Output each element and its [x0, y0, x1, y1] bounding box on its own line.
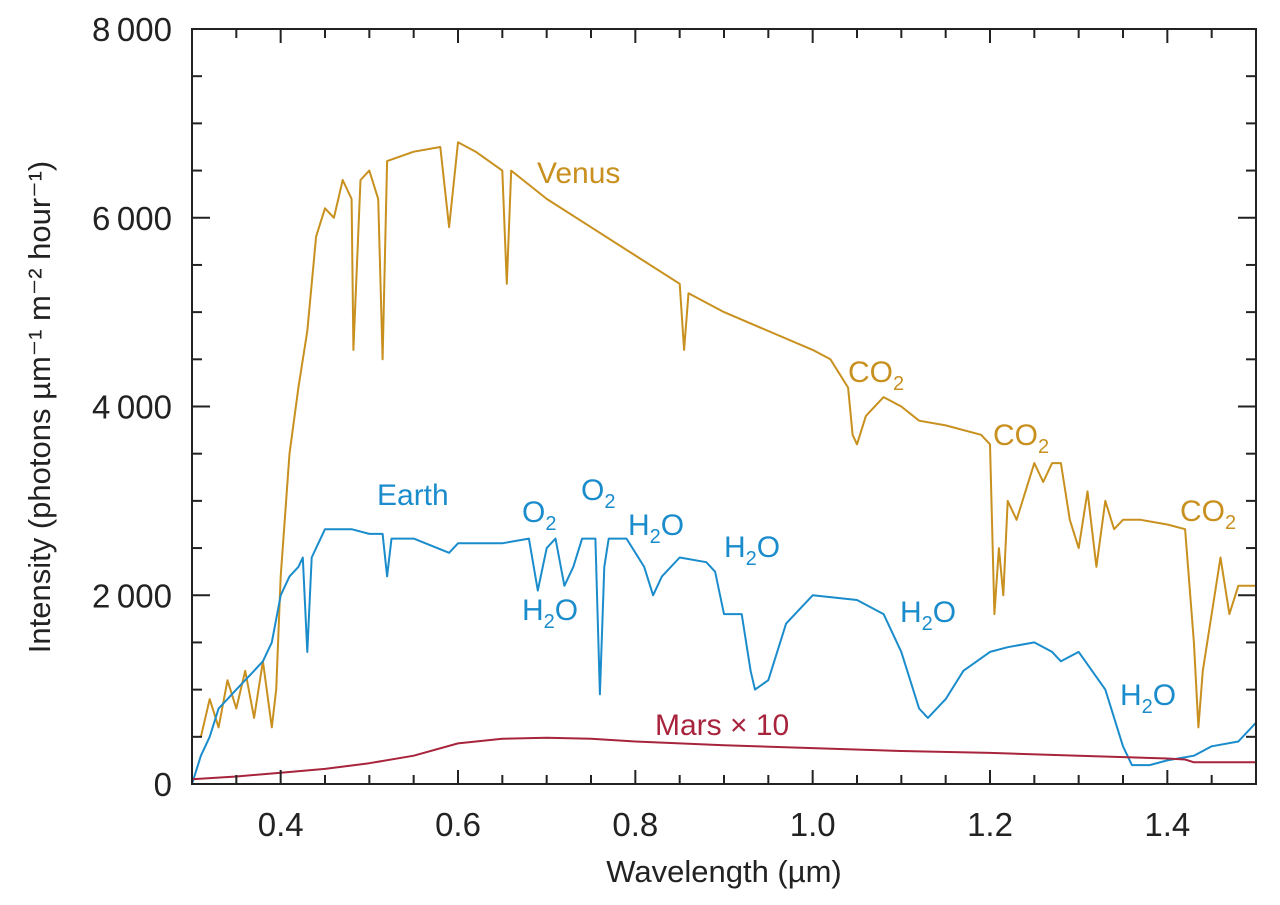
- plot-frame: [191, 28, 1257, 785]
- series-line-venus: [199, 141, 1256, 738]
- series-line-mars: [191, 736, 1256, 781]
- y-tick-label: 4 000: [92, 389, 172, 426]
- annotations: Venus Earth Mars × 10 CO2 CO2 CO2 O2 O2 H2O H2O H2…: [377, 157, 1236, 742]
- annotation-label: H2O: [522, 594, 578, 633]
- annotation-label: Venus: [537, 157, 620, 190]
- annotation-label: H2O: [900, 596, 956, 635]
- series-line-earth: [191, 528, 1257, 785]
- annotation-label: O2: [522, 496, 556, 535]
- annotation-label: H2O: [1120, 679, 1176, 718]
- x-tick-label: 0.8: [612, 806, 658, 843]
- annotation-label: CO2: [848, 356, 904, 395]
- annotation-label: CO2: [993, 419, 1049, 458]
- annotation-label: CO2: [1180, 495, 1236, 534]
- annotation-label: H2O: [628, 509, 684, 548]
- x-tick-label: 1.4: [1144, 806, 1190, 843]
- axis-ticks: [191, 28, 1257, 785]
- annotation-label: Earth: [377, 479, 449, 512]
- y-tick-label: 6 000: [92, 200, 172, 237]
- y-tick-label: 0: [154, 766, 172, 803]
- annotation-label: O2: [581, 474, 615, 513]
- x-tick-label: 0.6: [435, 806, 481, 843]
- annotation-label: H2O: [724, 531, 780, 570]
- series-layer: [191, 141, 1257, 785]
- y-tick-label: 2 000: [92, 577, 172, 614]
- y-axis-label: Intensity (photons µm⁻¹ m⁻² hour⁻¹): [22, 161, 57, 653]
- x-tick-label: 1.2: [967, 806, 1013, 843]
- x-tick-label: 0.4: [258, 806, 304, 843]
- tick-labels: 0.4 0.6 0.8 1.0 1.2 1.4 0 2 000 4 000 6 000 8 000: [92, 11, 1190, 843]
- x-tick-label: 1.0: [790, 806, 836, 843]
- x-axis-label: Wavelength (µm): [606, 854, 842, 889]
- y-tick-label: 8 000: [92, 11, 172, 48]
- annotation-label: Mars × 10: [655, 709, 789, 742]
